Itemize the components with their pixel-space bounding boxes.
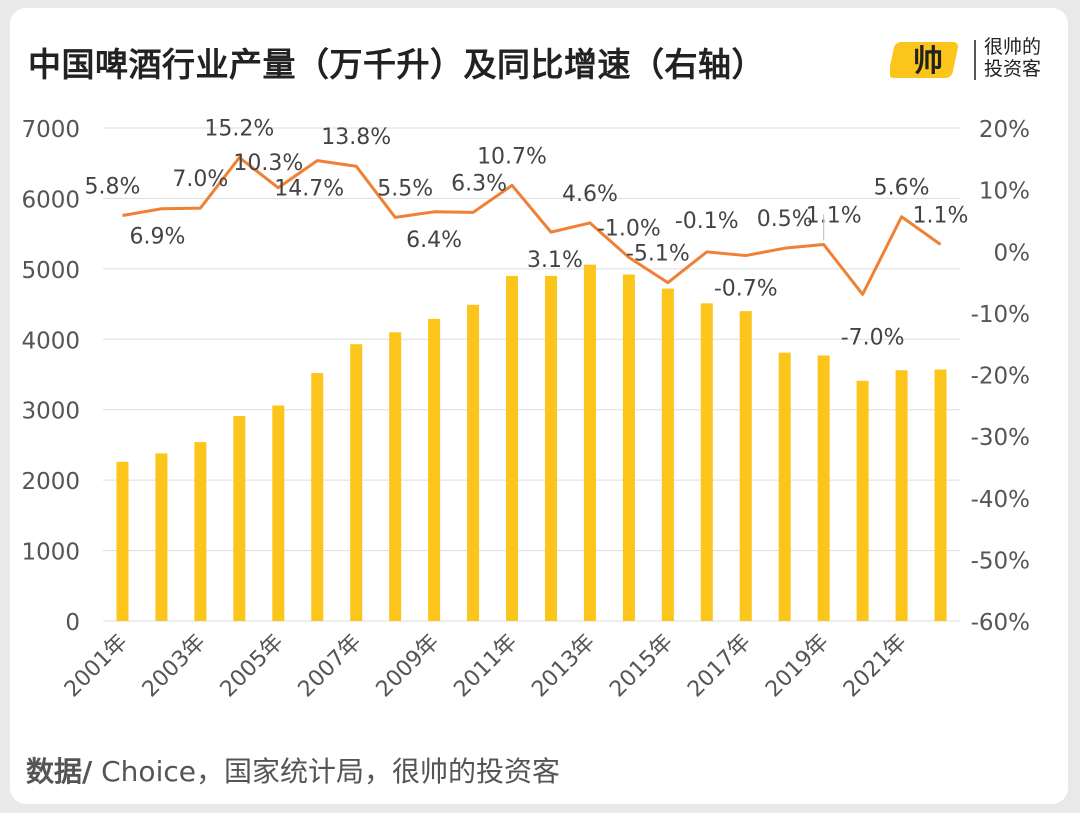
x-axis-tick-label: 2001年: [60, 630, 133, 703]
production-bar: [467, 304, 480, 621]
growth-data-label: -0.1%: [675, 209, 739, 234]
growth-data-labels: 5.8% 6.9% 7.0% 15.2% 10.3%14.7% 13.8% 5.5% 6.4%…: [85, 117, 969, 351]
growth-data-label: 5.6%: [874, 176, 930, 201]
growth-data-label: 15.2%: [204, 117, 274, 142]
growth-data-label: 0.5%: [757, 207, 813, 232]
production-bar: [778, 352, 791, 621]
right-axis-tick-label: -30%: [971, 425, 1030, 451]
production-bars: [116, 264, 947, 621]
production-bar: [934, 369, 947, 621]
data-source-label: 数据/: [26, 755, 93, 788]
growth-line: [122, 156, 942, 296]
x-axis-tick-label: 2009年: [372, 630, 445, 703]
left-axis-tick-label: 6000: [21, 187, 80, 213]
right-axis-tick-label: -40%: [971, 487, 1030, 513]
growth-data-label: 5.5%: [377, 176, 433, 201]
x-axis-tick-label: 2019年: [761, 630, 834, 703]
growth-data-label: -1.0%: [597, 216, 661, 241]
left-axis-tick-label: 7000: [21, 117, 80, 143]
data-source-text: Choice，国家统计局，很帅的投资客: [92, 755, 560, 788]
left-y-axis: 0 1000 2000 3000 4000 5000 6000 7000: [21, 117, 80, 636]
production-bar: [817, 355, 830, 621]
chart-card: 中国啤酒行业产量（万千升）及同比增速（右轴） 帅 很帅的 投资客 0 1000 20…: [10, 8, 1068, 804]
right-axis-tick-label: -20%: [971, 364, 1030, 390]
x-axis-tick-label: 2011年: [449, 630, 522, 703]
logo-mark-icon: 帅: [890, 42, 959, 79]
growth-data-label: -5.1%: [626, 242, 690, 267]
left-axis-tick-label: 1000: [21, 540, 80, 566]
production-bar: [506, 275, 519, 621]
production-bar: [194, 442, 207, 621]
production-bar: [116, 461, 129, 621]
left-axis-tick-label: 5000: [21, 258, 80, 284]
growth-data-label: 14.7%: [274, 177, 344, 202]
x-axis-tick-label: 2017年: [683, 630, 756, 703]
right-axis-tick-label: -50%: [971, 548, 1030, 574]
grid-lines: [103, 127, 960, 622]
data-source: 数据/ Choice，国家统计局，很帅的投资客: [26, 750, 560, 790]
growth-data-label: 7.0%: [172, 167, 228, 192]
production-bar: [350, 344, 363, 621]
logo-mark-background: [890, 42, 959, 78]
brand-logo: 帅 很帅的 投资客: [890, 34, 1060, 86]
growth-data-label: 6.3%: [451, 171, 507, 196]
production-bar: [895, 370, 908, 621]
growth-data-label: 10.7%: [477, 144, 547, 169]
growth-data-label: -0.7%: [714, 277, 778, 302]
right-axis-tick-label: 0%: [994, 240, 1031, 266]
right-axis-tick-label: -10%: [971, 302, 1030, 328]
production-bar: [428, 318, 441, 621]
production-bar: [311, 373, 324, 621]
growth-data-label: 6.4%: [406, 228, 462, 253]
production-bar: [544, 275, 557, 621]
left-axis-tick-label: 3000: [21, 399, 80, 425]
growth-data-label: 6.9%: [129, 225, 185, 250]
right-axis-tick-label: 10%: [979, 179, 1030, 205]
growth-data-label: 4.6%: [562, 182, 618, 207]
logo-text-line-1: 很帅的: [984, 36, 1042, 58]
growth-data-label: 3.1%: [527, 248, 583, 273]
left-axis-tick-label: 0: [65, 610, 80, 636]
x-axis-tick-label: 2007年: [294, 630, 367, 703]
chart-title: 中国啤酒行业产量（万千升）及同比增速（右轴）: [28, 45, 765, 84]
growth-data-label: 5.8%: [85, 175, 141, 200]
production-bar: [700, 303, 713, 621]
logo-text-line-2: 投资客: [984, 58, 1042, 80]
production-bar: [389, 332, 402, 621]
logo-divider: [974, 40, 976, 80]
growth-data-label: 13.8%: [321, 125, 391, 150]
left-axis-tick-label: 2000: [21, 469, 80, 495]
x-axis-tick-label: 2021年: [839, 630, 912, 703]
x-axis-tick-label: 2003年: [138, 630, 211, 703]
growth-data-label: 1.1%: [806, 203, 862, 228]
production-bar: [583, 264, 596, 621]
combo-chart: 0 1000 2000 3000 4000 5000 6000 7000 -60% -50% -4…: [21, 117, 1030, 703]
x-axis: 2001年 2003年 2005年 2007年 2009年 2011年 2013年 2015年…: [60, 630, 912, 703]
logo-mark-glyph: 帅: [913, 44, 943, 79]
x-axis-tick-label: 2005年: [216, 630, 289, 703]
x-axis-tick-label: 2013年: [527, 630, 600, 703]
x-axis-tick-label: 2015年: [605, 630, 678, 703]
right-axis-tick-label: 20%: [979, 117, 1030, 143]
growth-data-label: 10.3%: [233, 151, 303, 176]
growth-line-series: [122, 156, 942, 296]
production-bar: [155, 453, 168, 621]
production-bar: [233, 416, 246, 621]
growth-data-label: -7.0%: [841, 325, 905, 350]
production-bar: [739, 311, 752, 621]
production-bar: [622, 274, 635, 621]
production-bar: [856, 380, 869, 621]
left-axis-tick-label: 4000: [21, 328, 80, 354]
growth-data-label: 1.1%: [913, 203, 969, 228]
production-bar: [272, 405, 285, 621]
logo-text: 很帅的 投资客: [984, 36, 1041, 80]
right-axis-tick-label: -60%: [971, 610, 1030, 636]
production-bar: [661, 288, 674, 621]
right-y-axis: -60% -50% -40% -30% -20% -10% 0% 10% 20%: [971, 117, 1030, 636]
